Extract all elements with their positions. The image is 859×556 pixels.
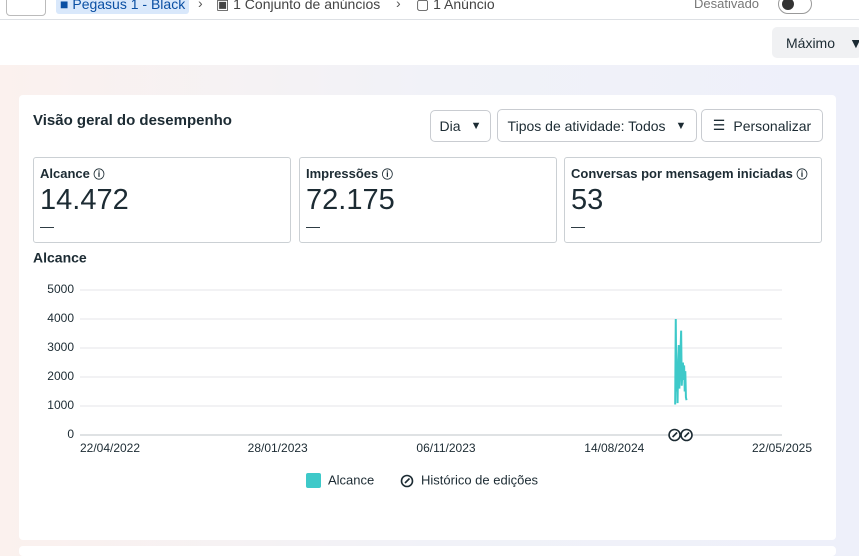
metric-label: Alcance ⓘ bbox=[40, 166, 105, 181]
breadcrumb-adset[interactable]: ▣ 1 Conjunto de anúncios bbox=[216, 0, 380, 13]
text: Pegasus 1 - Black bbox=[72, 0, 186, 12]
metric-change: — bbox=[571, 218, 585, 234]
y-tick-label: 5000 bbox=[47, 282, 74, 296]
text: 1 Conjunto de anúncios bbox=[233, 0, 381, 12]
text: Tipos de atividade: Todos bbox=[507, 117, 666, 134]
toolbar: Máximo ▼ bbox=[0, 20, 859, 65]
icon-needle bbox=[683, 431, 690, 438]
toggle[interactable] bbox=[778, 0, 812, 14]
toggle-label: Desativado bbox=[694, 0, 760, 11]
y-tick-label: 2000 bbox=[47, 369, 74, 383]
x-tick-label: 22/04/2022 bbox=[80, 441, 140, 455]
text: Personalizar bbox=[733, 117, 812, 134]
sep: › bbox=[396, 0, 401, 11]
breadcrumb-ad[interactable]: ▢ 1 Anúncio bbox=[416, 0, 495, 13]
metric-value: 53 bbox=[571, 184, 604, 216]
panel-title: Visão geral do desempenho bbox=[33, 112, 232, 129]
legend-icon bbox=[400, 474, 414, 488]
chart-title: Alcance bbox=[33, 250, 87, 266]
x-tick-label: 28/01/2023 bbox=[248, 441, 308, 455]
metric-value: 14.472 bbox=[40, 184, 129, 216]
y-tick-label: 0 bbox=[67, 427, 74, 441]
metric-change: — bbox=[306, 218, 320, 234]
text: Alcance bbox=[40, 166, 90, 181]
metric-value: 72.175 bbox=[306, 184, 395, 216]
legend-swatch bbox=[306, 473, 321, 488]
metric-label: Conversas por mensagem iniciadas ⓘ bbox=[571, 166, 808, 181]
metric-card: Impressões ⓘ 72.175 — bbox=[299, 157, 557, 243]
metric-card: Conversas por mensagem iniciadas ⓘ 53 — bbox=[564, 157, 822, 243]
metric-change: — bbox=[40, 218, 54, 234]
activity-button[interactable]: Tipos de atividade: Todos ▼ bbox=[497, 109, 697, 142]
text: 1 Anúncio bbox=[433, 0, 495, 12]
metric-label: Impressões ⓘ bbox=[306, 166, 393, 181]
customize-button[interactable]: ☰ Personalizar bbox=[701, 109, 823, 142]
icon-needle bbox=[672, 431, 678, 438]
text: Conversas por mensagem iniciadas bbox=[571, 166, 793, 181]
panel: Visão geral do desempenho Dia ▼ Tipos de … bbox=[19, 95, 836, 540]
sep: › bbox=[198, 0, 203, 11]
x-tick-label: 14/08/2024 bbox=[584, 441, 644, 455]
text: Máximo bbox=[786, 34, 836, 51]
x-tick-label: 06/11/2023 bbox=[416, 441, 475, 455]
y-tick-label: 1000 bbox=[47, 398, 74, 412]
y-tick-label: 3000 bbox=[47, 340, 74, 354]
breadcrumb-campaign[interactable]: ■ Pegasus 1 - Black bbox=[56, 0, 190, 14]
text: Impressões bbox=[306, 166, 379, 181]
edit-marker bbox=[668, 428, 681, 442]
x-tick-label: 22/05/2025 bbox=[752, 441, 812, 455]
day-button[interactable]: Dia ▼ bbox=[430, 110, 491, 142]
range-button[interactable]: Máximo ▼ bbox=[772, 27, 859, 58]
text: Dia bbox=[439, 118, 461, 134]
icon-needle bbox=[404, 477, 411, 484]
legend-label: Histórico de edições bbox=[421, 472, 539, 487]
top-bar: ■ Pegasus 1 - Black › ▣ 1 Conjunto de an… bbox=[0, 0, 859, 20]
sidebar-button[interactable] bbox=[6, 0, 46, 16]
y-tick-label: 4000 bbox=[47, 311, 74, 325]
legend-label: Alcance bbox=[328, 472, 374, 487]
metric-card: Alcance ⓘ 14.472 — bbox=[33, 157, 291, 243]
edit-marker bbox=[680, 428, 693, 442]
line-series bbox=[674, 318, 688, 405]
